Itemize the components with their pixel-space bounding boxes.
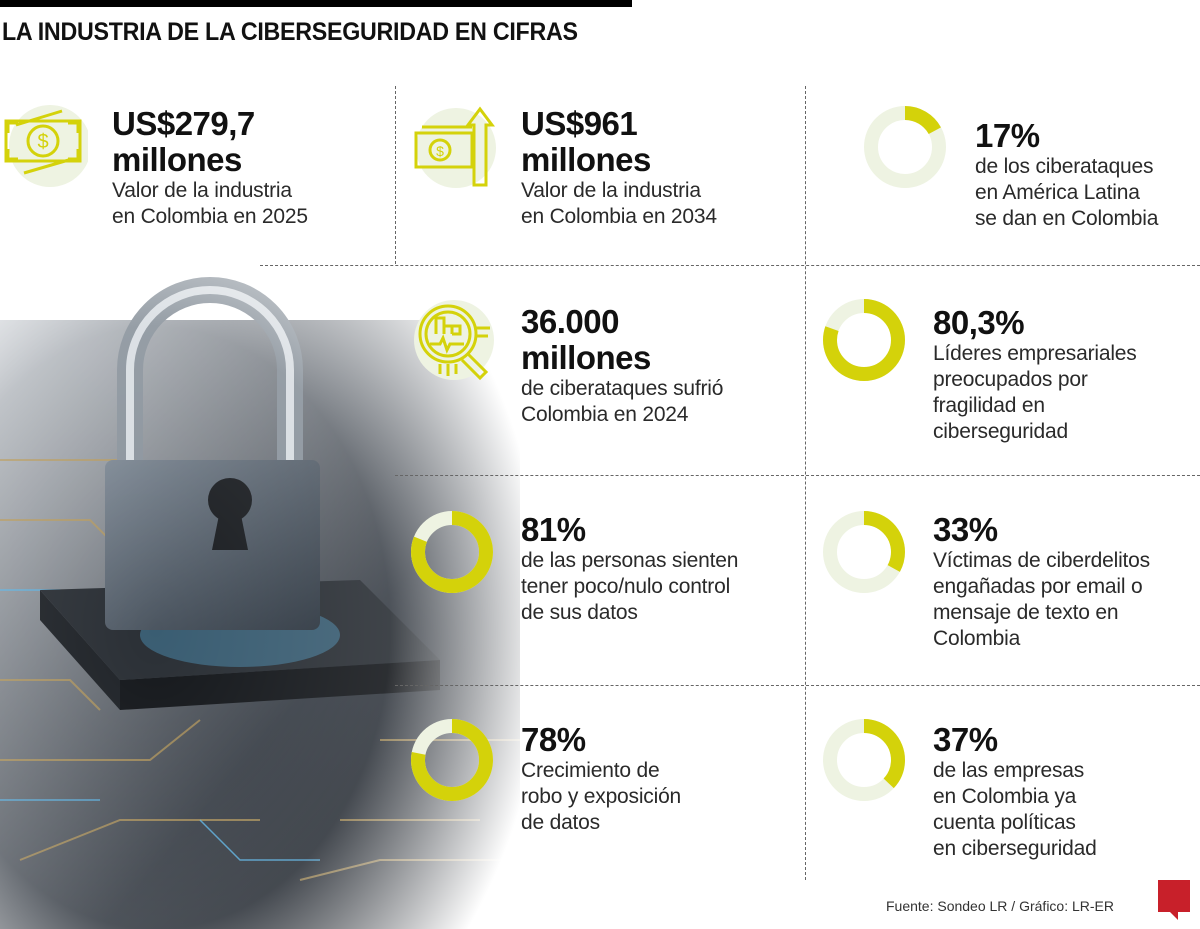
divider [260, 265, 1200, 266]
donut-slice [411, 719, 493, 801]
donut-desc: de las empresas [933, 759, 1085, 782]
donut-desc: Colombia [933, 627, 1021, 650]
divider [395, 475, 1200, 476]
source-credit: Fuente: Sondeo LR / Gráfico: LR-ER [886, 898, 1114, 914]
donut-desc: Víctimas de ciberdelitos [933, 549, 1150, 572]
donut-desc: de datos [521, 811, 600, 834]
donut-value: 17% [975, 117, 1040, 154]
donut-desc: en América Latina [975, 181, 1140, 204]
donut-desc: ciberseguridad [933, 420, 1068, 443]
padlock-chip-illustration [0, 260, 520, 929]
top-rule [0, 0, 632, 7]
donut-value: 80,3% [933, 304, 1025, 341]
donut-slice [411, 511, 493, 593]
donut-desc: de los ciberataques [975, 155, 1154, 178]
money-growth-arrow-icon: $ [414, 106, 496, 188]
donut-value: 81% [521, 511, 586, 548]
stat-industry-2025: US$279,7 millones Valor de la industria … [112, 105, 308, 229]
stat-cyberattacks-2024: 36.000 millones de ciberataques sufrió C… [521, 303, 724, 427]
donut-chart [823, 719, 905, 801]
donut-desc: se dan en Colombia [975, 207, 1159, 230]
donut-desc: en ciberseguridad [933, 837, 1097, 860]
donut-desc: fragilidad en [933, 394, 1045, 417]
donut-value: 33% [933, 511, 998, 548]
donut-value: 78% [521, 721, 586, 758]
donut-stat: 37% de las empresas en Colombia ya cuenta p… [933, 722, 1097, 862]
divider [395, 685, 1200, 686]
donut-slice [823, 299, 905, 381]
data-magnifier-icon [414, 300, 494, 381]
donut-desc: Crecimiento de [521, 759, 660, 782]
donut-chart [823, 299, 905, 381]
donut-desc: tener poco/nulo control [521, 575, 731, 598]
donut-slice [823, 511, 905, 593]
donut-chart [411, 511, 493, 593]
donut-desc: cuenta políticas [933, 811, 1076, 834]
svg-text:$: $ [37, 131, 48, 153]
donut-desc: robo y exposición [521, 785, 682, 808]
lr-logo [1158, 880, 1190, 920]
svg-text:$: $ [436, 143, 444, 159]
donut-stat: 78% Crecimiento de robo y exposición de dat… [521, 722, 681, 836]
donut-stat: 80,3% Líderes empresariales preocupados po… [933, 305, 1137, 445]
donut-chart [411, 719, 493, 801]
donut-value: 37% [933, 721, 998, 758]
donut-stat: 81% de las personas sienten tener poco/nul… [521, 512, 738, 626]
donut-chart [823, 511, 905, 593]
donut-desc: de sus datos [521, 601, 638, 624]
donut-desc: engañadas por email o [933, 575, 1143, 598]
divider [805, 86, 806, 880]
donut-desc: Líderes empresariales [933, 342, 1137, 365]
divider [395, 86, 396, 264]
donut-slice [864, 106, 946, 188]
donut-desc: mensaje de texto en [933, 601, 1119, 624]
page-title: LA INDUSTRIA DE LA CIBERSEGURIDAD EN CIF… [2, 18, 578, 46]
stat-industry-2034: US$961 millones Valor de la industria en… [521, 105, 717, 229]
donut-chart [864, 106, 946, 188]
donut-slice [823, 719, 905, 801]
donut-desc: preocupados por [933, 368, 1088, 391]
donut-desc: en Colombia ya [933, 785, 1077, 808]
donut-stat: 17% de los ciberataques en América Latina s… [975, 118, 1158, 232]
money-bill-icon: $ [4, 105, 88, 187]
donut-desc: de las personas sienten [521, 549, 739, 572]
donut-stat: 33% Víctimas de ciberdelitos engañadas por… [933, 512, 1150, 652]
